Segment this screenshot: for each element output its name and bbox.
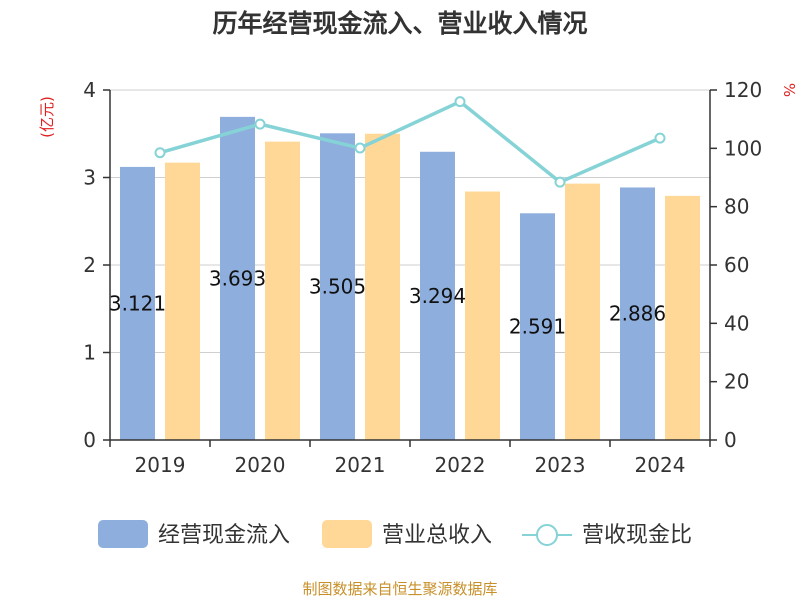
ratio-point-2020 [254, 118, 266, 130]
legend-swatch-cash-inflow [98, 520, 148, 548]
y-left-tick-label: 1 [83, 341, 96, 365]
bar-revenue-2023 [565, 183, 600, 440]
bar-cash-inflow-2022 [420, 151, 455, 440]
bar-revenue-2021 [365, 133, 400, 440]
y-left-tick-label: 0 [83, 428, 96, 452]
x-tick-label: 2022 [435, 453, 486, 477]
y-right-tick-label: 40 [724, 311, 749, 335]
y-left-unit: (亿元) [38, 96, 56, 138]
ratio-point-2022 [454, 96, 466, 108]
legend: 经营现金流入 营业总收入 营收现金比 [98, 520, 692, 548]
ratio-point-2019 [154, 147, 166, 159]
x-tick-label: 2024 [635, 453, 686, 477]
bar-revenue-2022 [465, 191, 500, 440]
y-left-tick-label: 3 [83, 166, 96, 190]
legend-item-cash-inflow[interactable]: 经营现金流入 [98, 520, 290, 548]
data-labels: 3.121 3.693 3.505 3.294 2.591 2.886 [109, 266, 666, 338]
y-left-tick-label: 2 [83, 253, 96, 277]
data-label-cash-inflow-2023: 2.591 [509, 315, 566, 339]
legend-item-revenue[interactable]: 营业总收入 [322, 520, 492, 548]
y-left-ticks: 0 1 2 3 4 [83, 78, 96, 452]
y-left-tick-label: 4 [83, 78, 96, 102]
y-right-tick-label: 20 [724, 370, 749, 394]
bar-cash-inflow-2021 [320, 133, 355, 440]
ratio-line-path [159, 99, 661, 184]
ratio-point-2024 [654, 132, 666, 144]
legend-label-ratio: 营收现金比 [582, 523, 692, 548]
bar-cash-inflow-2023 [520, 213, 555, 440]
y-right-tick-label: 120 [724, 78, 762, 102]
y-right-tick-label: 100 [724, 136, 762, 160]
y-right-unit: % [780, 83, 798, 97]
source-note: 制图数据来自恒生聚源数据库 [302, 580, 497, 598]
bar-cash-inflow-2020 [220, 116, 255, 441]
data-label-cash-inflow-2024: 2.886 [609, 302, 666, 326]
y-right-ticks: 0 20 40 60 80 100 120 [724, 78, 762, 452]
legend-label-cash-inflow: 经营现金流入 [158, 523, 290, 548]
legend-item-ratio[interactable]: 营收现金比 [522, 523, 692, 548]
y-right-tick-label: 0 [724, 428, 737, 452]
x-ticks: 2019 2020 2021 2022 2023 2024 [135, 453, 686, 477]
legend-swatch-revenue [322, 520, 372, 548]
axes [103, 89, 717, 447]
x-tick-label: 2020 [235, 453, 286, 477]
y-right-tick-label: 80 [724, 195, 749, 219]
data-label-cash-inflow-2021: 3.505 [309, 275, 366, 299]
bar-cash-inflow-2024 [620, 187, 655, 440]
bars [120, 116, 700, 441]
ratio-point-2021 [354, 142, 366, 154]
bar-revenue-2020 [265, 141, 300, 440]
y-right-tick-label: 60 [724, 253, 749, 277]
bar-revenue-2024 [665, 195, 700, 440]
ratio-line [154, 96, 666, 188]
ratio-point-2023 [554, 176, 566, 188]
bar-cash-inflow-2019 [120, 166, 155, 440]
legend-label-revenue: 营业总收入 [382, 523, 492, 548]
x-tick-label: 2019 [135, 453, 186, 477]
x-tick-label: 2023 [535, 453, 586, 477]
data-label-cash-inflow-2019: 3.121 [109, 291, 166, 315]
grid-lines [110, 89, 710, 353]
data-label-cash-inflow-2022: 3.294 [409, 284, 466, 308]
legend-marker-ratio [536, 524, 558, 546]
bar-revenue-2019 [165, 162, 200, 440]
chart-title: 历年经营现金流入、营业收入情况 [212, 9, 587, 38]
x-tick-label: 2021 [335, 453, 386, 477]
data-label-cash-inflow-2020: 3.693 [209, 266, 266, 290]
